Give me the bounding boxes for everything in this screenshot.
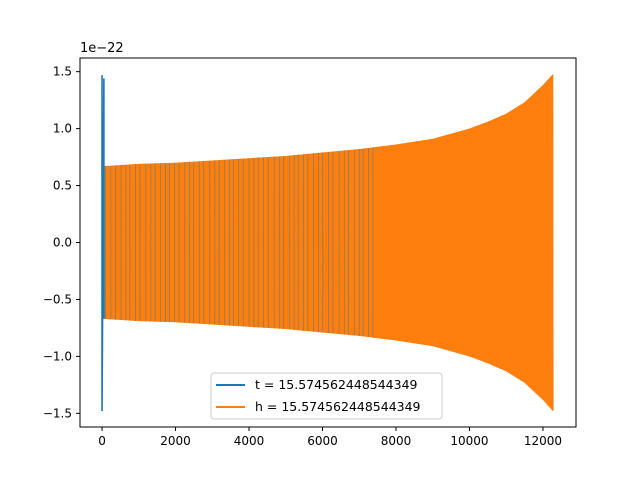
y-offset-label: 1e−22 — [80, 41, 124, 56]
y-tick-label: −0.5 — [43, 292, 72, 306]
plot-clip-group — [101, 73, 554, 412]
series-t-inner-lines — [105, 147, 374, 338]
x-tick-label: 0 — [98, 434, 106, 448]
y-tick-label: 0.0 — [53, 236, 72, 250]
x-tick-label: 4000 — [234, 434, 265, 448]
y-tick-label: 1.5 — [53, 65, 72, 79]
x-tick-label: 6000 — [307, 434, 338, 448]
legend-box — [210, 372, 443, 420]
x-tick-label: 10000 — [450, 434, 488, 448]
legend-label-t: t = 15.574562448544349 — [255, 377, 418, 392]
x-tick-label: 8000 — [381, 434, 412, 448]
y-tick-label: −1.0 — [43, 349, 72, 363]
y-tick-label: 0.5 — [53, 179, 72, 193]
series-t-line — [101, 75, 105, 412]
legend: t = 15.574562448544349 h = 15.5745624485… — [210, 372, 443, 420]
axes: 0 2000 4000 6000 8000 10000 12000 −1.5 −1.0 −0.5 0… — [43, 57, 577, 448]
x-tick-label: 12000 — [524, 434, 562, 448]
y-tick-label: −1.5 — [43, 406, 72, 420]
legend-label-h: h = 15.574562448544349 — [255, 399, 421, 414]
x-tick-label: 2000 — [160, 434, 191, 448]
plot-area — [101, 73, 554, 412]
y-tick-label: 1.0 — [53, 122, 72, 136]
series-h-line — [101, 74, 554, 411]
